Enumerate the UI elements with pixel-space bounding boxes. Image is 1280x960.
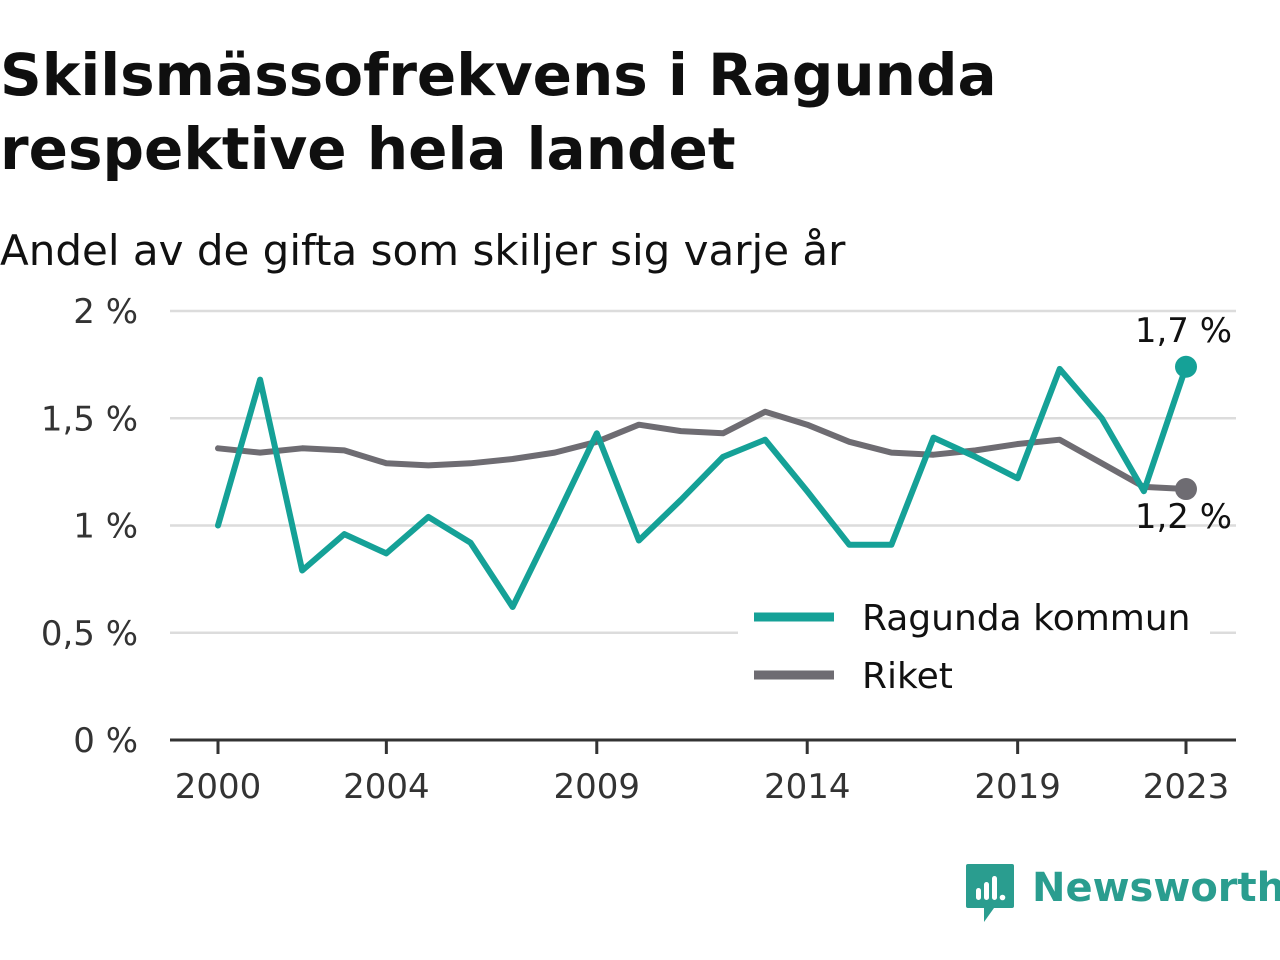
x-tick-label: 2019 [974, 767, 1061, 807]
legend-label: Ragunda kommun [862, 598, 1190, 639]
end-point-ragunda [1175, 355, 1197, 378]
x-tick-label: 2009 [554, 767, 641, 807]
series-lines [215, 355, 1197, 610]
y-tick-label: 0 % [73, 721, 138, 761]
y-tick-label: 1 % [73, 507, 138, 547]
brand-name: Newsworthy [1032, 865, 1280, 911]
x-axis: 2000 2004 2009 2014 2019 2023 [170, 738, 1236, 807]
chart-title: Skilsmässofrekvens i Ragunda respektive … [0, 38, 1270, 186]
series-line-riket [215, 408, 1189, 492]
end-point-riket [1175, 478, 1197, 501]
legend: Ragunda kommun Riket [738, 588, 1210, 700]
x-tick-label: 2014 [764, 767, 851, 807]
chart-title-line-1: Skilsmässofrekvens i Ragunda [0, 41, 997, 109]
end-label-ragunda: 1,7 % [1135, 311, 1232, 351]
end-labels: 1,7 % 1,2 % [1135, 311, 1232, 537]
y-axis-ticks: 0 % 0,5 % 1 % 1,5 % 2 % [41, 292, 138, 761]
y-tick-label: 1,5 % [41, 399, 138, 439]
y-tick-label: 2 % [73, 292, 138, 332]
chart-title-line-2: respektive hela landet [0, 115, 736, 183]
x-tick-label: 2000 [175, 767, 262, 807]
end-label-riket: 1,2 % [1135, 497, 1232, 537]
grid-lines [170, 309, 1236, 634]
chart-subtitle: Andel av de gifta som skiljer sig varje … [0, 226, 846, 275]
series-line-ragunda [215, 363, 1189, 610]
legend-background [738, 588, 1210, 700]
x-tick-label: 2004 [343, 767, 430, 807]
y-tick-label: 0,5 % [41, 614, 138, 654]
legend-label: Riket [862, 656, 953, 697]
x-tick-label: 2023 [1143, 767, 1230, 807]
newsworthy-logo-icon [966, 864, 1014, 922]
